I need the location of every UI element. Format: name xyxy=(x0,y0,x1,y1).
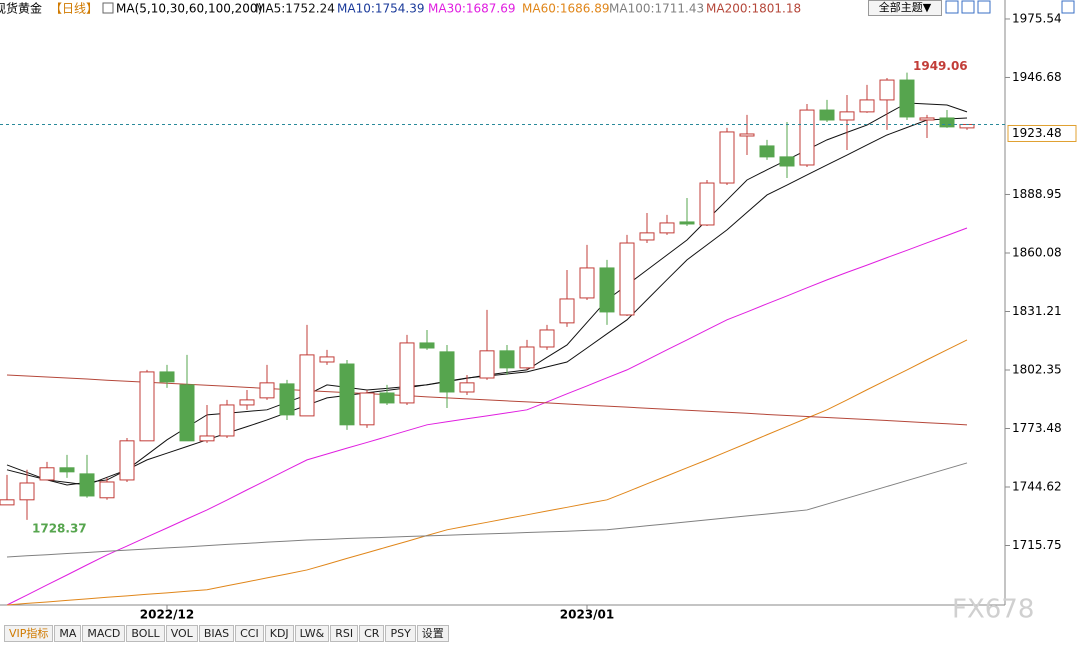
candle-body xyxy=(59,467,75,473)
toolbar-tab[interactable]: VOL xyxy=(165,625,198,642)
candle-body xyxy=(379,392,395,404)
candle-body xyxy=(0,499,15,506)
candle-body xyxy=(539,329,555,348)
y-tick-label: 1831.21 xyxy=(1012,304,1062,318)
icons xyxy=(945,0,1075,14)
y-tick-label: 1802.35 xyxy=(1012,362,1062,376)
candle-body xyxy=(279,383,295,416)
y-tick-label: 1715.75 xyxy=(1012,538,1062,552)
candle-body xyxy=(519,346,535,369)
candle-body xyxy=(359,392,375,426)
candle-body xyxy=(719,131,735,184)
period: 【日线】 xyxy=(50,2,98,16)
candle-body xyxy=(559,298,575,324)
toolbar-tab[interactable]: VIP指标 xyxy=(4,625,54,642)
candle-body xyxy=(339,363,355,426)
y-tick-label: 1946.68 xyxy=(1012,70,1062,84)
candle-body xyxy=(759,145,775,158)
x-tick-label: 2022/12 xyxy=(140,608,194,622)
toolbar-tab[interactable]: MACD xyxy=(82,625,126,642)
indicator: MA(5,10,30,60,100,200) xyxy=(116,2,262,16)
candle-body xyxy=(699,182,715,226)
candle-body xyxy=(659,222,675,234)
candle-body xyxy=(839,111,855,121)
y-tick-label: 1888.95 xyxy=(1012,187,1062,201)
y-tick-label: 1860.08 xyxy=(1012,245,1062,259)
toolbar-tab[interactable]: PSY xyxy=(385,625,416,642)
candle-body xyxy=(819,109,835,121)
candle-body xyxy=(679,221,695,225)
candle-body xyxy=(939,117,955,128)
candle-body xyxy=(899,79,915,118)
toolbar-tab[interactable]: 设置 xyxy=(416,625,449,642)
candle-body xyxy=(219,404,235,437)
legend-entry: MA200:1801.18 xyxy=(706,2,801,16)
candle-body xyxy=(919,117,935,121)
candle-body xyxy=(239,399,255,406)
y-tick-label: 1773.48 xyxy=(1012,421,1062,435)
watermark: FX678 xyxy=(952,595,1034,625)
candle-body xyxy=(79,473,95,497)
legend-entry: MA5:1752.24 xyxy=(255,2,335,16)
candle-body xyxy=(299,354,315,417)
toolbar-tab[interactable]: BIAS xyxy=(198,625,235,642)
toolbar-tab[interactable]: RSI xyxy=(330,625,359,642)
ma-line xyxy=(6,462,968,558)
toolbar-tab[interactable]: CCI xyxy=(235,625,264,642)
toolbar-tab[interactable]: CR xyxy=(359,625,385,642)
legend-entry: MA60:1686.89 xyxy=(522,2,610,16)
last-price-box xyxy=(1007,124,1077,142)
candle-body xyxy=(779,156,795,167)
candle-body xyxy=(859,99,875,113)
ma-icon xyxy=(102,2,114,14)
toolbar-tab[interactable]: MA xyxy=(54,625,82,642)
toolbar-tab[interactable]: KDJ xyxy=(264,625,294,642)
candle-body xyxy=(739,133,755,137)
candle-body xyxy=(119,440,135,481)
theme-button[interactable]: 全部主题▼ xyxy=(868,0,942,16)
candle-body xyxy=(579,267,595,299)
candle-body xyxy=(599,267,615,313)
candle-body xyxy=(179,384,195,442)
candle-body xyxy=(879,79,895,101)
candle-body xyxy=(319,356,335,363)
candle-body xyxy=(159,371,175,383)
legend-entry: MA10:1754.39 xyxy=(337,2,425,16)
last-price-label: 1923.48 xyxy=(1012,126,1062,140)
candle-body xyxy=(619,242,635,316)
toolbar: VIP指标 MA MACD BOLL VOL BIAS CCI KDJ LW& RSI CR PSY 设… xyxy=(4,625,450,642)
y-tick-label: 1744.62 xyxy=(1012,479,1062,493)
candle-body xyxy=(499,350,515,369)
legend-entry: MA100:1711.43 xyxy=(609,2,704,16)
candle-body xyxy=(399,342,415,404)
ma-line xyxy=(6,227,968,606)
candle-body xyxy=(639,232,655,241)
candle-body xyxy=(799,109,815,166)
candle-body xyxy=(419,342,435,349)
x-tick-label: 2023/01 xyxy=(560,608,614,622)
y-tick-label: 1975.54 xyxy=(1012,11,1062,25)
high-label: 1949.06 xyxy=(913,59,968,73)
candle-body xyxy=(19,482,35,501)
candle-body xyxy=(479,350,495,379)
candle-body xyxy=(259,382,275,399)
candle-body xyxy=(39,467,55,481)
chart-title: 现货黄金 xyxy=(0,1,42,16)
toolbar-tab[interactable]: LW& xyxy=(294,625,330,642)
candle-body xyxy=(199,435,215,442)
candle-body xyxy=(459,382,475,393)
candle-body xyxy=(99,481,115,499)
low-label: 1728.37 xyxy=(32,521,87,535)
candle-body xyxy=(139,371,155,442)
toolbar-tab[interactable]: BOLL xyxy=(126,625,165,642)
legend-entry: MA30:1687.69 xyxy=(428,2,516,16)
ma-line xyxy=(6,339,968,606)
candle-body xyxy=(439,351,455,393)
candle-body xyxy=(959,123,975,129)
